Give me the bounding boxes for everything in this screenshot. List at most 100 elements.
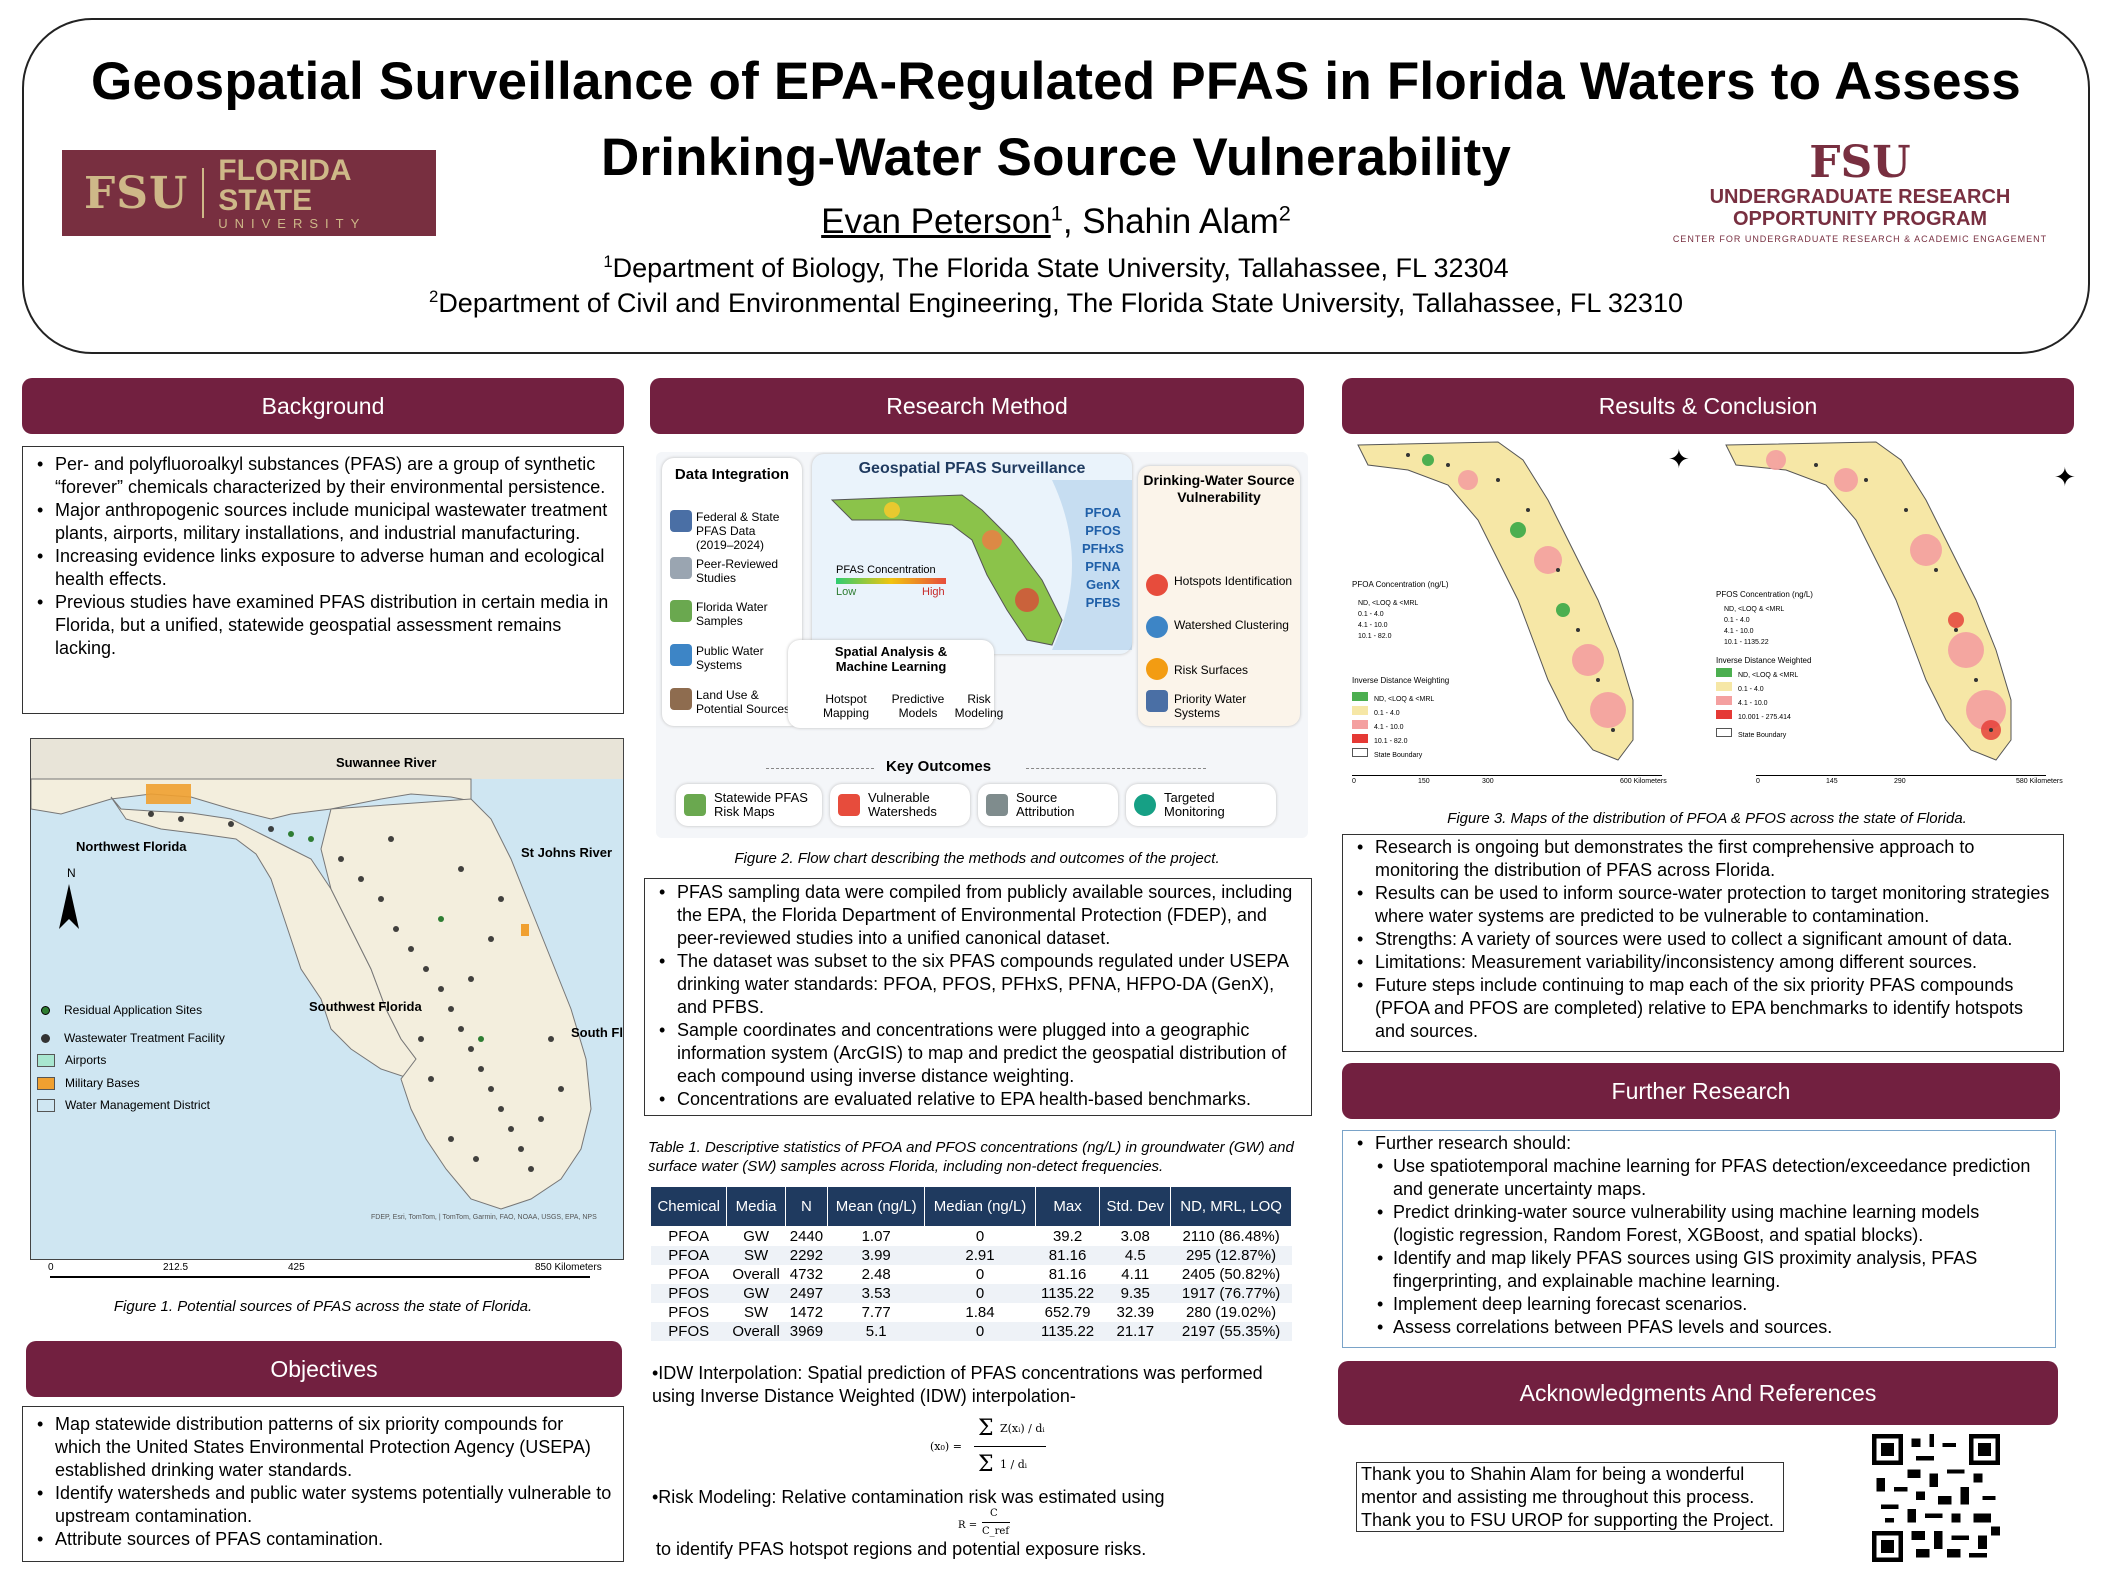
table-cell: 5.1 [827,1322,925,1341]
idw-num: Z(xᵢ) / dᵢ [1000,1422,1045,1435]
list-item: PFAS sampling data were compiled from pu… [657,881,1301,950]
warning-icon [838,794,860,816]
section-header-background: Background [22,378,624,434]
idw-den: 1 / dᵢ [1000,1458,1027,1471]
spatial-item: Predictive Models [891,692,945,720]
map-pin-icon [670,600,692,622]
building-icon [1146,690,1168,712]
pfoa-map-graphic [1357,441,1634,761]
di-item: Public Water Systems [696,644,764,672]
vuln-item: Priority Water Systems [1174,692,1247,720]
factory-icon [670,688,692,710]
data-integration-title: Data Integration [674,466,790,483]
table-cell: 2497 [785,1284,828,1303]
list-item: Results can be used to inform source-wat… [1355,882,2053,928]
further-box: Further research should: Use spatiotempo… [1342,1130,2056,1348]
author-1-sup: 1 [1050,200,1063,226]
list-item: Identify and map likely PFAS sources usi… [1355,1247,2045,1293]
map-label-nw: Northwest Florida [76,839,187,854]
idw-formula: (x₀) = Σ Σ Z(xᵢ) / dᵢ 1 / dᵢ [930,1412,1050,1482]
table-cell: Overall [726,1265,786,1284]
data-integration-card: Data Integration [662,458,802,726]
pfos-point-legend: ND, <LOQ & <MRL 0.1 - 4.0 4.1 - 10.0 10.… [1724,604,1784,648]
affiliation-2: 2Department of Civil and Environmental E… [0,288,2112,319]
table-cell: 1917 (76.77%) [1170,1284,1292,1303]
legend-label: Water Management District [65,1098,210,1112]
legend-label: Wastewater Treatment Facility [64,1031,225,1045]
scale-tick: 290 [1894,778,1906,785]
scale-tick: 0 [48,1262,54,1273]
further-list: Further research should: Use spatiotempo… [1343,1131,2055,1345]
surveillance-card: Geospatial PFAS Surveillance PFAS Concen… [812,454,1132,654]
list-item: Limitations: Measurement variability/inc… [1355,951,2053,974]
legend-label: State Boundary [1374,752,1423,759]
section-header-results: Results & Conclusion [1342,378,2074,434]
table-cell: 1135.22 [1035,1322,1100,1341]
di-item: Federal & State PFAS Data (2019–2024) [696,510,780,552]
high-label: High [922,586,945,598]
author-2: , Shahin Alam [1062,202,1279,241]
table-cell: 9.35 [1099,1284,1171,1303]
table-cell: 3.99 [827,1246,925,1265]
target-icon [1134,794,1156,816]
legend-label: 10.1 - 1135.22 [1724,639,1769,646]
table-cell: 39.2 [1035,1226,1100,1246]
urop-logo: FSU UNDERGRADUATE RESEARCH OPPORTUNITY P… [1650,137,2070,245]
ack-box: Thank you to Shahin Alam for being a won… [1356,1462,1784,1532]
legend-residual: Residual Application Sites [37,1003,202,1017]
map-label-stjohns: St Johns River [521,845,612,860]
urop-fsu-wordmark: FSU [1809,137,1911,188]
table-header: N [784,1186,829,1227]
author-2-sup: 2 [1278,200,1291,226]
table-header: Median (ng/L) [924,1186,1036,1227]
method-list: PFAS sampling data were compiled from pu… [645,879,1311,1117]
pfoa-idw-title: Inverse Distance Weighting [1352,676,1450,685]
risk-den: C_ref [982,1526,1010,1537]
pfos-map: PFOS Concentration (ng/L) ND, <LOQ & <MR… [1716,440,2076,796]
pfoa-legend-title: PFOA Concentration (ng/L) [1352,580,1449,589]
aff1-sup: 1 [603,252,613,271]
background-list: Per- and polyfluoroalkyl substances (PFA… [23,447,623,666]
map-icon [684,794,706,816]
risk-text: •Risk Modeling: Relative contamination r… [652,1487,1165,1507]
pfoa-map: PFOA Concentration (ng/L) ND, <LOQ & <MR… [1348,440,1708,796]
pfos-map-graphic [1725,441,2012,761]
ack-line: Thank you to Shahin Alam for being a won… [1361,1464,1745,1484]
table-cell: 0 [924,1265,1036,1284]
legend-label: 0.1 - 4.0 [1738,686,1764,693]
urop-line-2: OPPORTUNITY PROGRAM [1732,208,1988,230]
table1-caption: Table 1. Descriptive statistics of PFOA … [648,1139,1294,1175]
risk-formula: R = C C_ref [958,1508,1018,1544]
legend-label: State Boundary [1738,732,1787,739]
compound-label: PFOS [1085,523,1121,538]
vuln-item: Watershed Clustering [1174,618,1289,632]
idw-sum-top: Σ [978,1416,994,1441]
water-system-icon [670,644,692,666]
figure1-scale: 0 212.5 425 850 Kilometers [30,1262,624,1292]
table-cell: 0 [924,1322,1036,1341]
legend-label: Residual Application Sites [64,1003,203,1017]
title-line-2: Drinking-Water Source Vulnerability [600,128,1512,187]
legend-label: Military Bases [65,1076,140,1090]
list-item: Predict drinking-water source vulnerabil… [1355,1201,2045,1247]
spatial-card: Spatial Analysis & Machine Learning [788,640,994,728]
results-list: Research is ongoing but demonstrates the… [1343,835,2063,1049]
map-label-sw: Southwest Florida [309,999,422,1014]
spatial-item: Hotspot Mapping [822,692,870,720]
list-item: Sample coordinates and concentrations we… [657,1019,1301,1088]
section-header-further: Further Research [1342,1063,2060,1119]
stats-table: Chemical Media N Mean (ng/L) Median (ng/… [649,1186,1292,1341]
fsu-logo: FSU FLORIDA STATE UNIVERSITY [62,150,436,236]
pfos-idw-legend: ND, <LOQ & <MRL 0.1 - 4.0 4.1 - 10.0 10.… [1716,668,1798,742]
list-item: Implement deep learning forecast scenari… [1355,1293,2045,1316]
key-outcomes-title: Key Outcomes [886,758,992,775]
pfoa-point-legend: ND, <LOQ & <MRL 0.1 - 4.0 4.1 - 10.0 10.… [1358,598,1418,642]
table-body: PFOA GW 2440 1.07 0 39.2 3.08 2110 (86.48%) PFOA… [650,1226,1292,1341]
author-1: Evan Peterson [821,202,1051,241]
table-cell: 81.16 [1035,1246,1100,1265]
table-cell: 4732 [785,1265,828,1284]
spatial-item: Risk Modeling [954,692,1004,720]
legend-military: Military Bases [37,1076,140,1090]
qr-code[interactable] [1872,1434,2000,1562]
scale-tick: 600 Kilometers [1620,778,1667,785]
